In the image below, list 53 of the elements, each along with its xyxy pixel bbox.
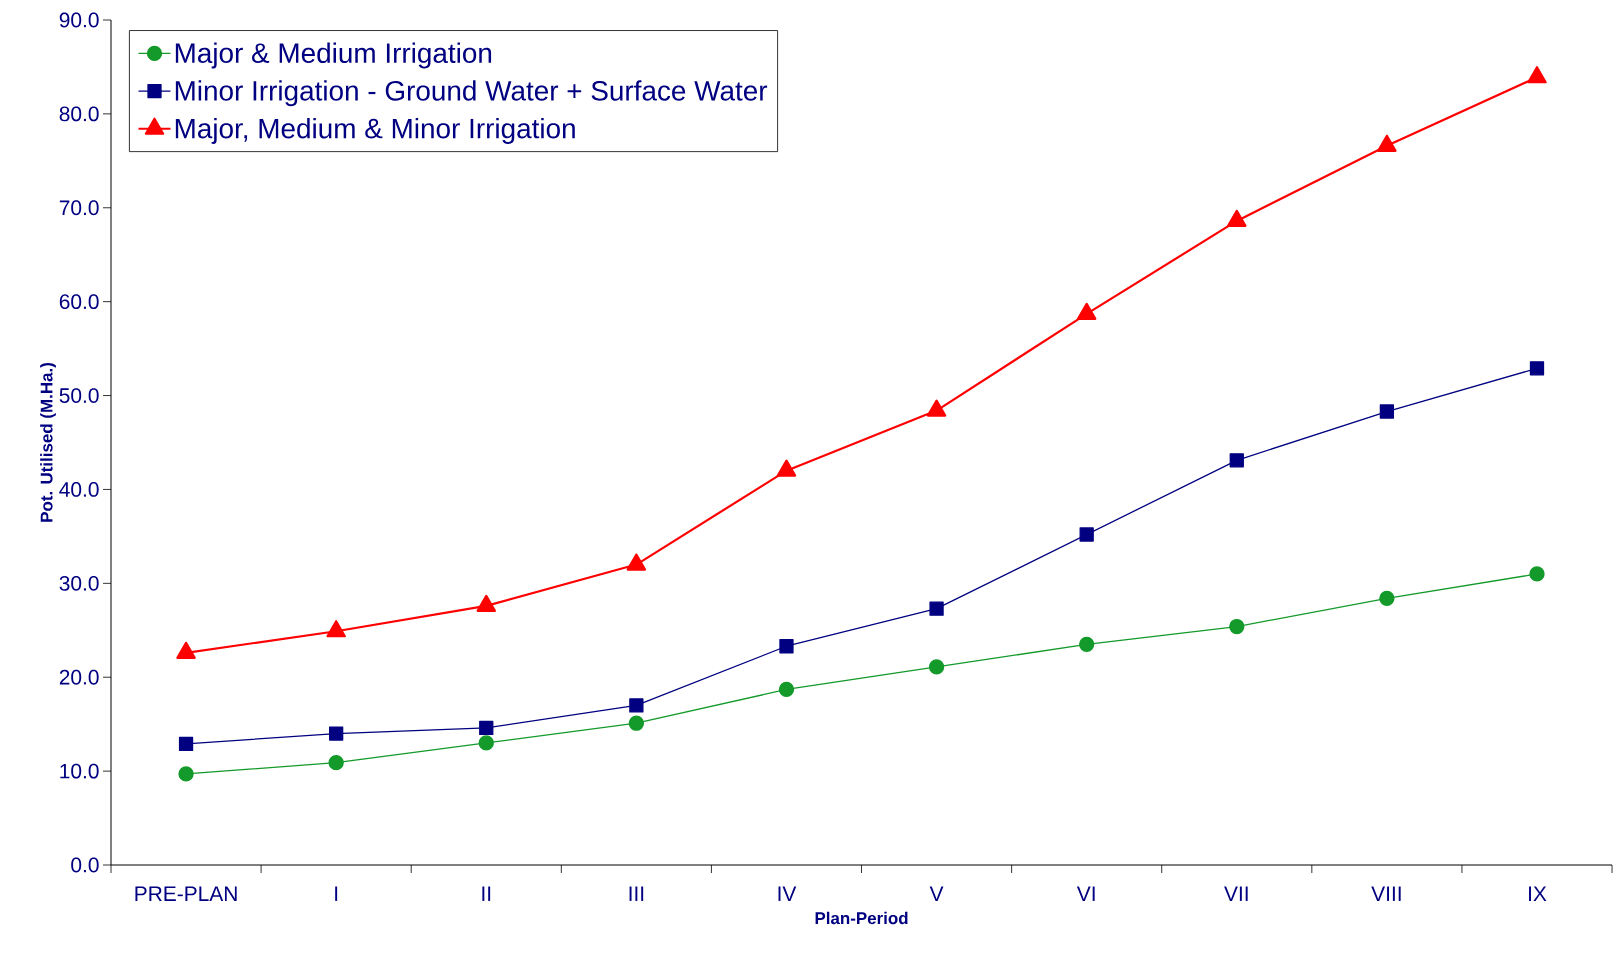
y-axis-title: Pot. Utilised (M.Ha.)	[40, 363, 56, 522]
legend-label: Major & Medium Irrigation	[175, 42, 492, 69]
point	[926, 399, 947, 417]
point	[778, 681, 795, 698]
point	[326, 620, 346, 638]
point	[479, 720, 494, 736]
point	[1076, 302, 1097, 320]
x-tick-label: IX	[1529, 886, 1547, 901]
x-tick-label: VI	[1076, 886, 1095, 901]
point	[1227, 209, 1247, 228]
point	[1229, 618, 1245, 635]
point	[929, 601, 944, 616]
point	[1079, 636, 1095, 653]
point	[1529, 566, 1545, 582]
point	[478, 735, 494, 751]
point	[779, 639, 794, 654]
y-tick-label: 30.0	[59, 575, 99, 591]
y-tick-label: 60.0	[59, 294, 99, 310]
legend-label: Minor Irrigation - Ground Water + Surface Water	[175, 80, 768, 107]
y-tick-label: 0.0	[71, 857, 99, 873]
point	[1379, 590, 1395, 607]
point	[328, 755, 344, 771]
y-tick-label: 40.0	[59, 482, 99, 497]
x-tick-label: I	[335, 886, 338, 901]
point	[1377, 134, 1397, 152]
point	[1229, 453, 1244, 468]
y-tick-label: 70.0	[59, 200, 99, 216]
point	[626, 553, 647, 571]
point	[629, 698, 644, 713]
x-tick-label: II	[482, 886, 491, 901]
point	[1079, 527, 1094, 542]
x-tick-label: VIII	[1371, 886, 1401, 901]
y-tick-label: 20.0	[59, 669, 99, 685]
x-tick-label: III	[629, 886, 644, 901]
point	[1527, 66, 1547, 84]
point	[1379, 404, 1395, 419]
x-tick-label: VII	[1224, 886, 1248, 901]
point	[178, 736, 194, 752]
x-tick-label: V	[929, 886, 944, 901]
point	[928, 659, 945, 675]
x-tick-label: IV	[778, 886, 797, 901]
y-tick-label: 80.0	[59, 106, 99, 122]
y-tick-label: 10.0	[60, 763, 99, 779]
y-tick-label: 90.0	[59, 12, 99, 28]
point	[1529, 361, 1545, 376]
point	[776, 459, 797, 477]
point	[178, 766, 194, 782]
x-tick-label: PRE-PLAN	[135, 886, 237, 901]
legend-label: Major, Medium & Minor Irrigation	[175, 117, 575, 144]
point	[329, 726, 344, 741]
x-axis-title: Plan-Period	[815, 911, 908, 925]
point	[628, 715, 645, 731]
y-tick-label: 50.0	[59, 388, 99, 403]
